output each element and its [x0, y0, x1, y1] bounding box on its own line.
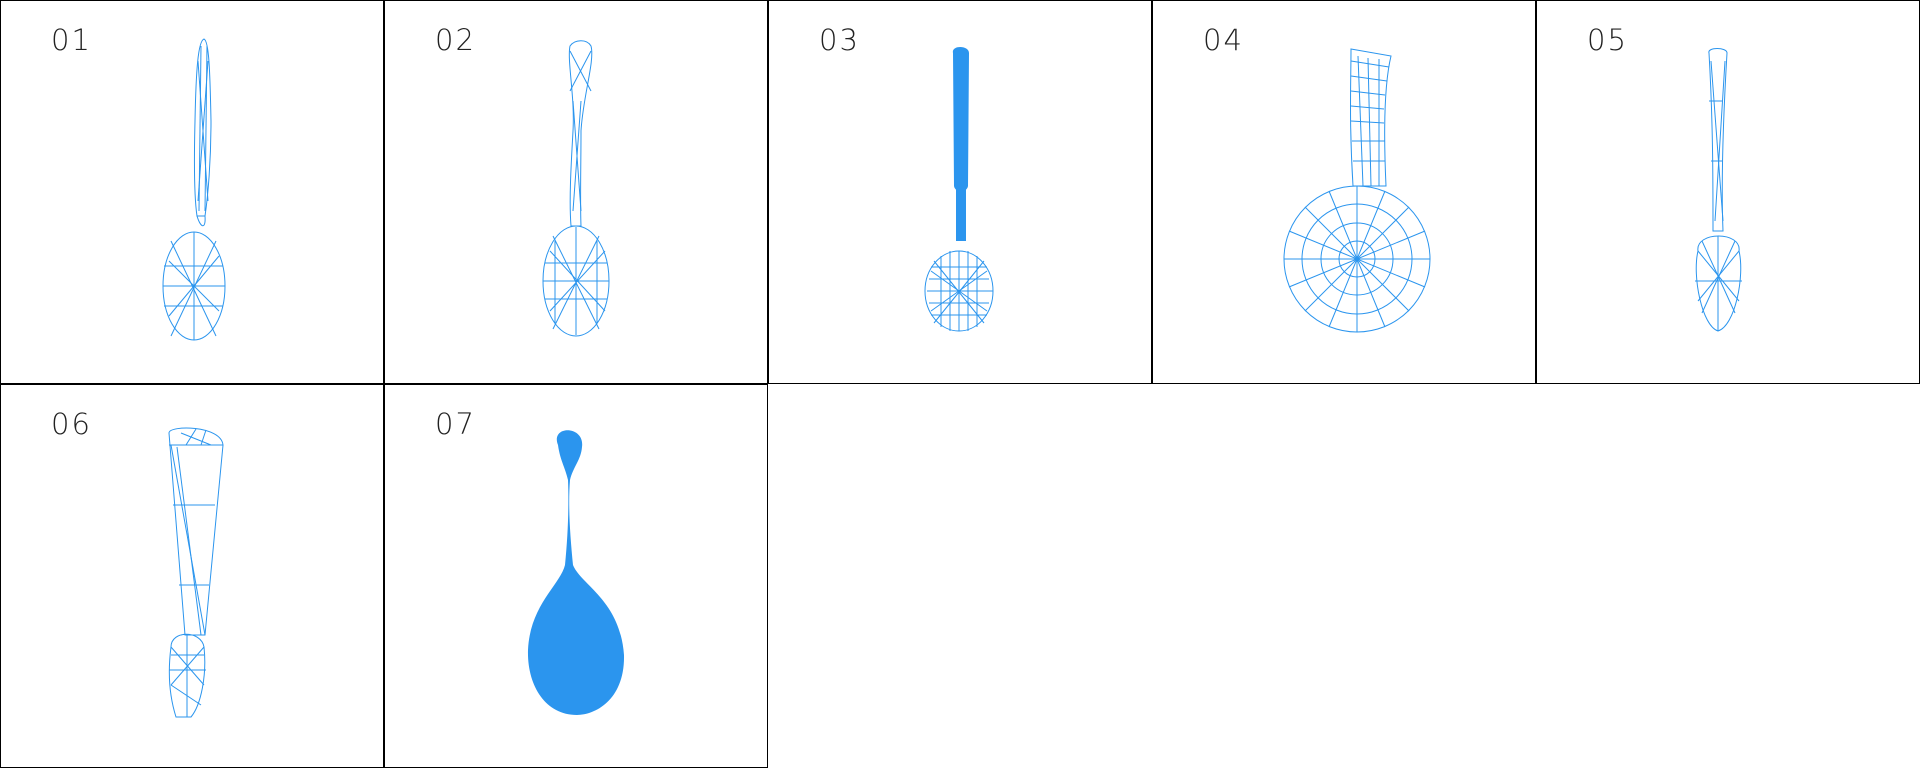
tile-01[interactable]: 01: [0, 0, 384, 384]
wireframe-spoon-icon: [168, 427, 224, 718]
tile-06[interactable]: 06: [0, 384, 384, 768]
tile-03[interactable]: 03: [768, 0, 1152, 384]
tile-label: 05: [1587, 23, 1628, 57]
tile-07[interactable]: 07: [384, 384, 768, 768]
tile-label: 06: [51, 407, 92, 441]
tile-04[interactable]: 04: [1152, 0, 1536, 384]
tile-label: 03: [819, 23, 860, 57]
wireframe-ladle-icon: [1283, 48, 1431, 333]
tile-label: 07: [435, 407, 476, 441]
tile-label: 04: [1203, 23, 1244, 57]
wireframe-spoon-icon: [542, 40, 610, 337]
wireframe-spoon-icon: [924, 47, 994, 332]
solid-spoon-icon: [527, 430, 625, 715]
tile-label: 01: [51, 23, 92, 57]
wireframe-spoon-icon: [1695, 48, 1742, 332]
wireframe-spoon-icon: [162, 38, 226, 341]
tile-label: 02: [435, 23, 476, 57]
tile-02[interactable]: 02: [384, 0, 768, 384]
tile-05[interactable]: 05: [1536, 0, 1920, 384]
